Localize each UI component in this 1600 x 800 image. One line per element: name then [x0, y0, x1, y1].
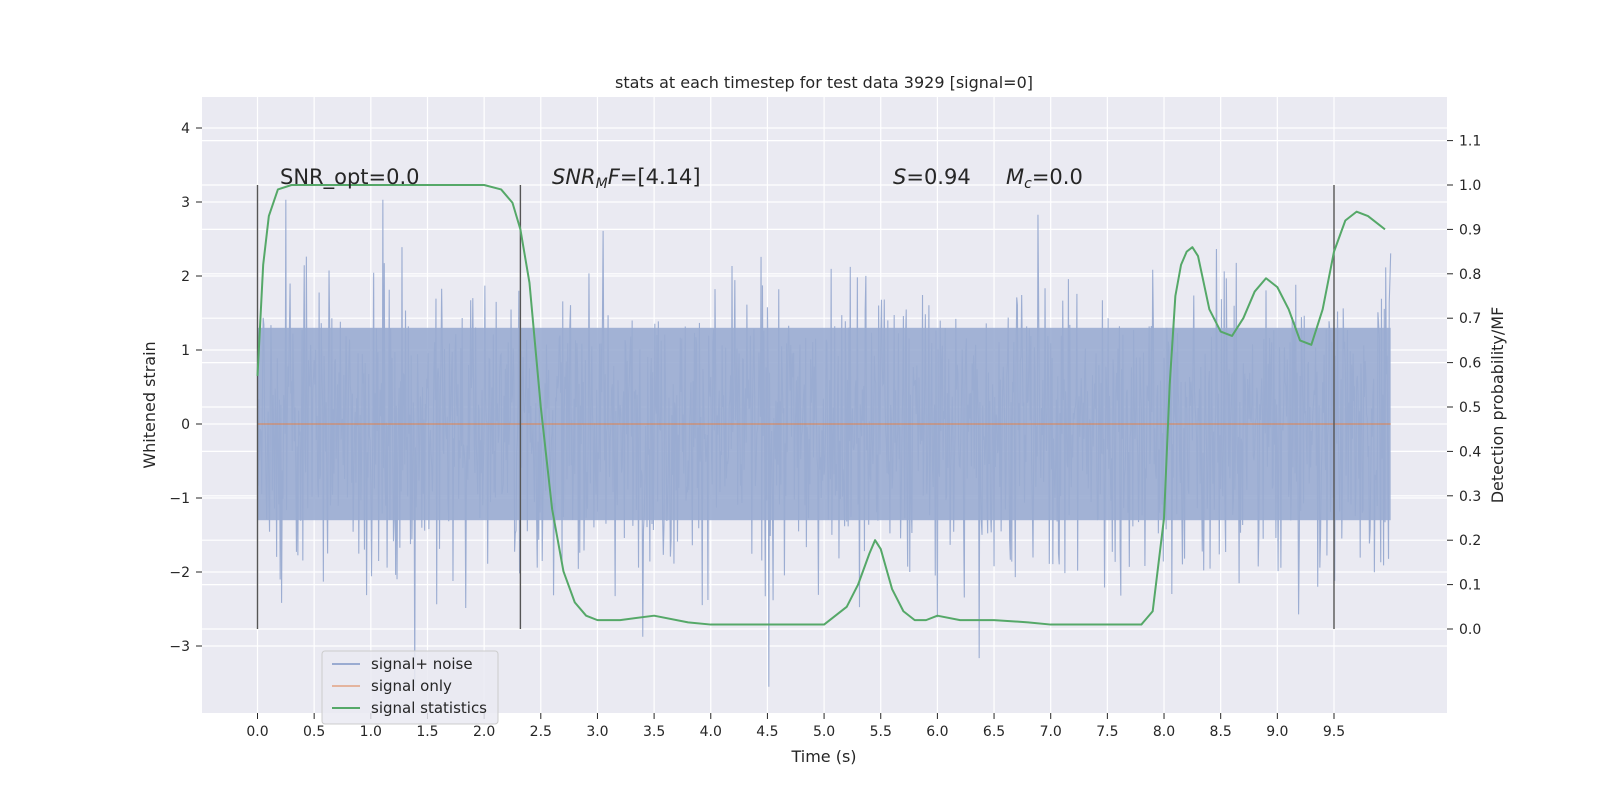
- x-tick-label: 5.0: [813, 724, 835, 740]
- y-axis-left-ticks: 4 3 2 1 0 −1 −2 −3: [169, 121, 202, 655]
- y-right-tick-label: 1.1: [1459, 134, 1481, 150]
- x-tick-label: 5.5: [870, 724, 892, 740]
- legend-label-signal-only: signal only: [371, 677, 452, 695]
- y-left-tick-label: 3: [181, 195, 190, 211]
- x-tick-label: 3.0: [586, 724, 608, 740]
- annotation-snr-mf-suffix: F: [608, 165, 621, 189]
- annotation-s-value: =0.94: [906, 165, 970, 189]
- chart-title: stats at each timestep for test data 392…: [615, 73, 1033, 92]
- annotation-mc-sub: c: [1024, 176, 1032, 192]
- x-tick-label: 0.0: [246, 724, 268, 740]
- x-tick-label: 4.0: [700, 724, 722, 740]
- x-tick-label: 9.0: [1266, 724, 1288, 740]
- y-right-tick-label: 1.0: [1459, 178, 1481, 194]
- legend: signal+ noise signal only signal statist…: [321, 650, 499, 725]
- y-axis-right-label: Detection probability/MF: [1488, 307, 1507, 504]
- y-axis-right-ticks: 1.1 1.0 0.9 0.8 0.7 0.6 0.5 0.4 0.3 0.2 0.1 0.0: [1447, 134, 1481, 638]
- x-tick-label: 9.5: [1323, 724, 1345, 740]
- legend-label-signal-statistics: signal statistics: [371, 699, 487, 717]
- y-left-tick-label: −1: [169, 491, 190, 507]
- annotation-snr-mf-value: =[4.14]: [620, 165, 701, 189]
- y-right-tick-label: 0.7: [1459, 311, 1481, 327]
- signal-statistics-line: [256, 184, 1386, 626]
- y-axis-left-label: Whitened strain: [140, 341, 159, 468]
- y-left-tick-label: 0: [181, 417, 190, 433]
- y-right-tick-label: 0.4: [1459, 444, 1481, 460]
- y-left-tick-label: 1: [181, 343, 190, 359]
- y-right-tick-label: 0.9: [1459, 222, 1481, 238]
- annotation-snr-mf-sub: M: [596, 176, 608, 192]
- y-right-tick-label: 0.5: [1459, 400, 1481, 416]
- annotation-s-label: S: [893, 165, 906, 189]
- x-tick-label: 8.0: [1153, 724, 1175, 740]
- x-tick-label: 6.0: [926, 724, 948, 740]
- x-tick-label: 1.5: [416, 724, 438, 740]
- x-tick-label: 6.5: [983, 724, 1005, 740]
- x-axis-label: Time (s): [790, 747, 856, 766]
- annotation-snr-opt: SNR_opt=0.0: [280, 165, 420, 190]
- signal-statistics-series: [256, 184, 1386, 626]
- x-axis-ticks: 0.0 0.5 1.0 1.5 2.0 2.5 3.0 3.5 4.0 4.5 5.0 5.5 6.0 6…: [246, 713, 1345, 740]
- annotation-snr-mf-label: SNR: [552, 165, 596, 189]
- y-left-tick-label: 2: [181, 269, 190, 285]
- y-right-tick-label: 0.2: [1459, 533, 1481, 549]
- annotation-mc: Mc=0.0: [1006, 165, 1083, 192]
- x-tick-label: 2.5: [530, 724, 552, 740]
- y-right-tick-label: 0.6: [1459, 356, 1481, 372]
- y-right-tick-label: 0.0: [1459, 622, 1481, 638]
- x-tick-label: 1.0: [360, 724, 382, 740]
- x-tick-label: 3.5: [643, 724, 665, 740]
- x-tick-label: 8.5: [1210, 724, 1232, 740]
- annotation-snr-mf: SNRMF=[4.14]: [552, 165, 701, 192]
- annotation-s: S=0.94: [893, 165, 971, 189]
- y-left-tick-label: 4: [181, 121, 190, 137]
- x-tick-label: 0.5: [303, 724, 325, 740]
- y-right-tick-label: 0.3: [1459, 489, 1481, 505]
- annotation-mc-label: M: [1006, 165, 1024, 189]
- x-tick-label: 2.0: [473, 724, 495, 740]
- annotation-mc-value: =0.0: [1032, 165, 1083, 189]
- y-left-tick-label: −3: [169, 639, 190, 655]
- x-tick-label: 7.5: [1096, 724, 1118, 740]
- vertical-markers: [256, 185, 1335, 629]
- y-left-tick-label: −2: [169, 565, 190, 581]
- x-tick-label: 4.5: [756, 724, 778, 740]
- legend-box: [321, 650, 499, 725]
- y-right-tick-label: 0.8: [1459, 267, 1481, 283]
- x-tick-label: 7.0: [1040, 724, 1062, 740]
- y-right-tick-label: 0.1: [1459, 578, 1481, 594]
- legend-label-signal-noise: signal+ noise: [371, 655, 473, 673]
